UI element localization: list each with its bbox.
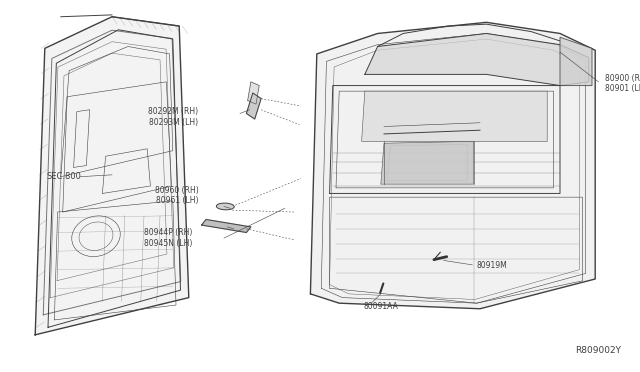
Polygon shape <box>365 33 589 86</box>
Polygon shape <box>381 141 474 184</box>
Ellipse shape <box>216 203 234 210</box>
Text: SEC.800: SEC.800 <box>46 172 81 181</box>
Text: 80091AA: 80091AA <box>364 302 398 311</box>
Polygon shape <box>560 37 592 86</box>
Text: 80900 (RH)
80901 (LH): 80900 (RH) 80901 (LH) <box>605 74 640 93</box>
Text: 80944P (RH)
80945N (LH): 80944P (RH) 80945N (LH) <box>143 228 192 248</box>
Text: R809002Y: R809002Y <box>575 346 621 355</box>
Polygon shape <box>310 22 595 309</box>
Text: 80960 (RH)
80961 (LH): 80960 (RH) 80961 (LH) <box>155 186 198 205</box>
Text: 80292M (RH)
80293M (LH): 80292M (RH) 80293M (LH) <box>148 108 198 127</box>
Polygon shape <box>246 93 261 119</box>
Polygon shape <box>248 82 259 104</box>
Polygon shape <box>202 219 251 232</box>
Polygon shape <box>362 91 547 141</box>
Text: 80919M: 80919M <box>477 262 508 270</box>
Polygon shape <box>35 17 189 335</box>
